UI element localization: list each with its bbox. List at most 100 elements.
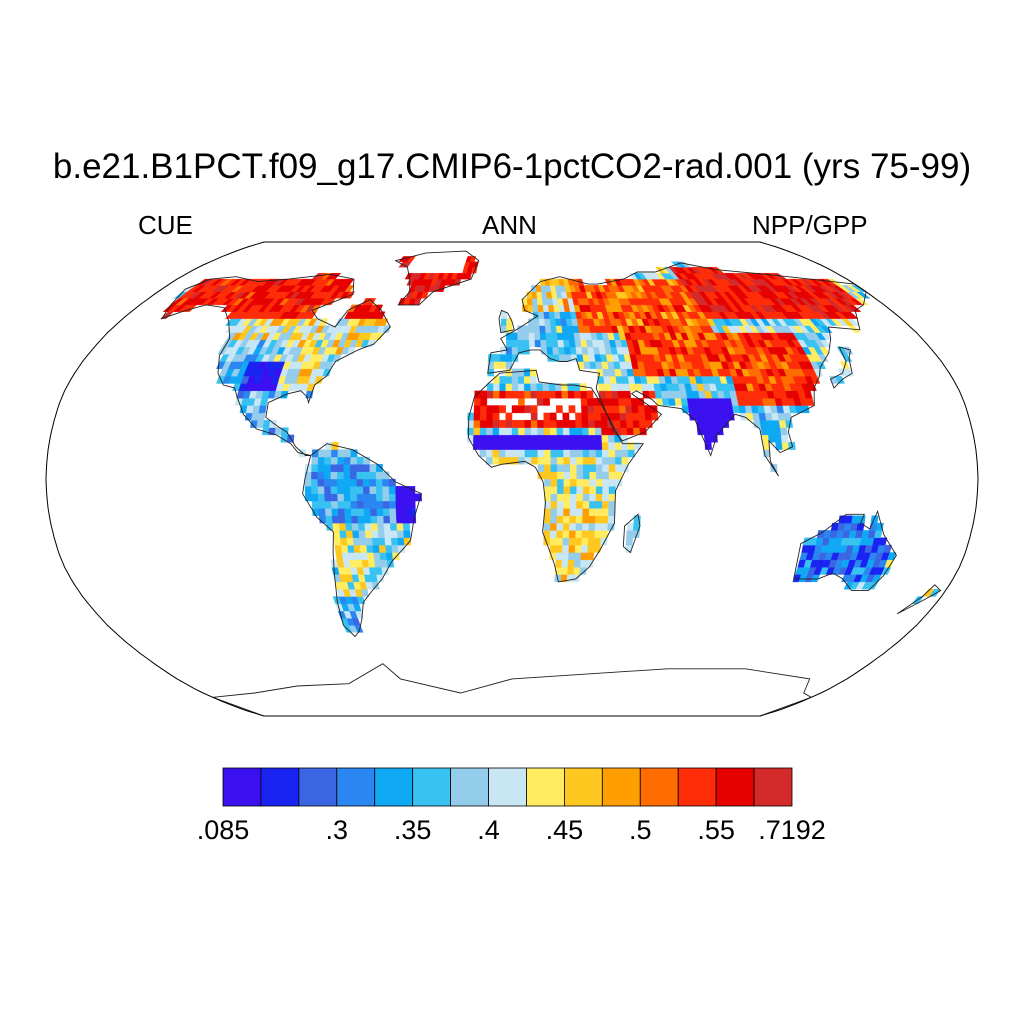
colorbar-label: .55 [697, 815, 735, 845]
land-cell [350, 500, 358, 509]
land-cell [480, 405, 488, 414]
land-cell [574, 544, 582, 553]
land-cell [402, 500, 410, 509]
land-cell [531, 298, 539, 306]
land-cell [550, 456, 558, 465]
land-cell [617, 390, 625, 399]
land-cell [547, 354, 555, 362]
land-cell [499, 405, 506, 414]
land-cell [648, 390, 657, 399]
land-cell [500, 318, 507, 326]
land-cell [582, 493, 590, 502]
land-cell [376, 493, 384, 502]
land-cell [633, 427, 641, 436]
colorbar-box [639, 767, 679, 807]
land-cell [372, 544, 380, 553]
land-cell [479, 412, 487, 421]
land-cell [563, 493, 571, 502]
land-cell [570, 464, 577, 472]
land-cell [637, 405, 646, 414]
land-cell [589, 471, 597, 480]
land-cell [522, 332, 530, 340]
land-cell [589, 478, 597, 487]
land-cell [621, 456, 629, 465]
land-cell [331, 508, 339, 516]
land-cell [567, 567, 575, 575]
land-cell [543, 442, 551, 450]
land-cell [505, 449, 513, 458]
land-cell [324, 508, 333, 516]
land-cell [334, 544, 343, 553]
land-cell [544, 456, 552, 465]
land-cell [569, 471, 577, 480]
land-cell [556, 530, 564, 538]
land-cell [379, 552, 388, 560]
land-cell [603, 375, 611, 384]
land-cell [346, 537, 355, 546]
land-cell [505, 346, 513, 355]
land-cell [614, 449, 622, 458]
colorbar-box [260, 767, 300, 807]
land-cell [558, 346, 566, 355]
land-cell [363, 493, 371, 502]
land-cell [851, 515, 860, 524]
land-cell [620, 434, 628, 443]
land-cell [492, 456, 500, 465]
land-cell [511, 383, 519, 391]
land-cell [527, 304, 534, 312]
land-cell [530, 420, 538, 428]
land-cell [594, 530, 602, 538]
land-cell [479, 420, 487, 428]
land-cell [602, 464, 610, 472]
land-cell [389, 522, 398, 531]
land-cell [331, 449, 339, 458]
land-cell [702, 420, 711, 428]
land-cell [569, 427, 577, 436]
land-cell [337, 493, 345, 502]
land-cell [604, 390, 613, 399]
land-cell [366, 298, 377, 306]
land-cell [534, 332, 541, 340]
land-cell [580, 398, 588, 406]
land-cell [582, 508, 590, 516]
land-cell [601, 427, 609, 436]
land-cell [537, 304, 544, 312]
land-cell [505, 420, 513, 428]
land-cell [505, 383, 513, 391]
land-cell [543, 515, 551, 524]
land-cell [569, 508, 577, 516]
land-cell [619, 412, 627, 421]
land-cell [330, 273, 342, 280]
coastline-japan [829, 346, 853, 389]
land-cell [343, 493, 351, 502]
land-cell [549, 390, 557, 399]
land-cell [631, 405, 639, 414]
land-cell [499, 383, 506, 391]
land-cell [389, 508, 397, 516]
land-cell [608, 508, 616, 516]
land-cell [644, 412, 653, 421]
land-cell [311, 456, 319, 465]
land-cell [576, 508, 584, 516]
land-cell [595, 515, 603, 524]
land-cell [333, 537, 342, 546]
land-cell [385, 552, 394, 560]
land-cell [375, 486, 383, 494]
land-cell [332, 522, 340, 531]
land-cell [518, 420, 526, 428]
colorbar-label: .085 [196, 815, 250, 845]
land-cell [492, 434, 500, 443]
land-cell [330, 464, 338, 472]
land-cell [608, 486, 616, 494]
land-cell [318, 508, 326, 516]
land-cell [631, 412, 640, 421]
land-cell [568, 530, 577, 538]
land-cell [351, 515, 359, 524]
land-cell [499, 427, 506, 436]
land-cell [395, 486, 403, 494]
land-cell [595, 442, 603, 450]
land-cell [479, 434, 487, 443]
land-cell [534, 339, 542, 348]
land-cell [569, 449, 577, 458]
land-cell [511, 442, 519, 450]
